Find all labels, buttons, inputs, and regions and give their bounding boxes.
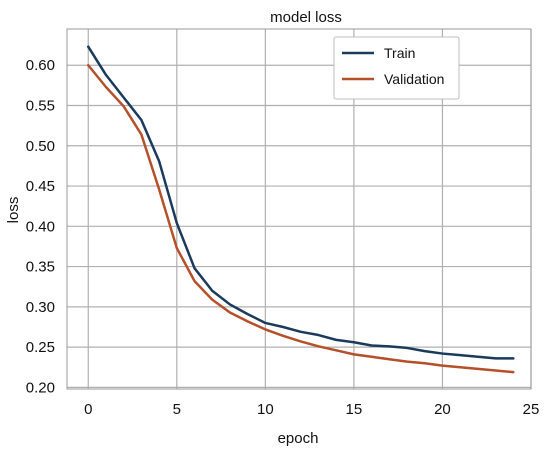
tick-labels: 0 5 10 15 20 25 0.20 0.25 0.30 0.35 0.40 0.45 0.50 0.… [26,57,540,418]
y-tick-label: 0.20 [26,379,55,396]
legend-label-validation: Validation [384,71,444,87]
series-lines [87,45,515,374]
y-tick-label: 0.35 [26,259,55,276]
legend-label-train: Train [384,45,415,61]
chart-title: model loss [270,9,342,26]
x-tick-label: 20 [434,401,451,418]
x-tick-label: 15 [346,401,363,418]
series-line-train [87,45,515,360]
y-axis-title: loss [5,197,22,224]
series-line-validation [87,63,515,374]
y-tick-label: 0.55 [26,98,55,115]
y-tick-label: 0.25 [26,339,55,356]
y-tick-label: 0.45 [26,178,55,195]
legend: Train Validation [333,36,460,100]
x-tick-label: 0 [84,401,92,418]
y-tick-label: 0.40 [26,218,55,235]
x-axis-title: epoch [278,430,319,447]
y-tick-label: 0.30 [26,299,55,316]
x-tick-label: 10 [257,401,274,418]
y-tick-label: 0.60 [26,57,55,74]
x-tick-label: 5 [173,401,181,418]
plot-frame [66,28,532,390]
x-tick-label: 25 [523,401,540,418]
y-tick-label: 0.50 [26,138,55,155]
